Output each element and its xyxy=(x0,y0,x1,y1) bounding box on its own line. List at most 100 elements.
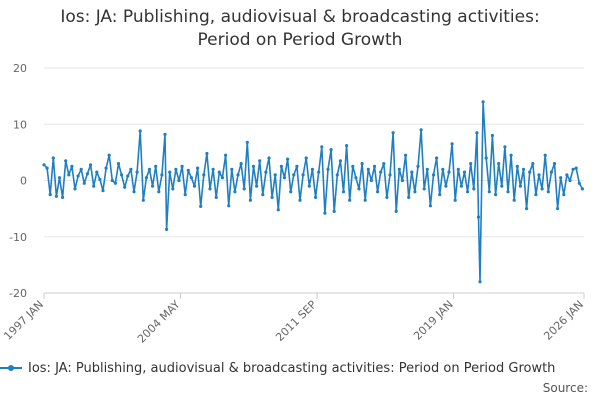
data-point xyxy=(425,167,429,171)
data-point xyxy=(286,157,290,161)
data-point xyxy=(48,193,52,197)
data-point xyxy=(354,176,358,180)
legend-label: Ios: JA: Publishing, audiovisual & broad… xyxy=(28,360,556,376)
chart-title-line-1: Ios: JA: Publishing, audiovisual & broad… xyxy=(60,7,540,27)
data-point xyxy=(540,187,544,191)
data-point xyxy=(503,145,507,149)
data-point xyxy=(248,198,252,202)
data-point xyxy=(400,178,404,183)
data-point xyxy=(42,163,46,167)
data-point xyxy=(301,173,305,177)
data-point xyxy=(568,178,572,183)
data-point xyxy=(171,187,175,191)
data-point xyxy=(217,170,221,174)
data-point xyxy=(537,173,541,177)
data-point xyxy=(323,211,327,215)
data-point xyxy=(391,131,395,135)
chart-title-line-2: Period on Period Growth xyxy=(197,30,403,50)
data-point xyxy=(357,187,361,191)
data-point xyxy=(189,176,193,180)
data-point xyxy=(438,193,442,197)
data-point xyxy=(298,198,302,202)
data-point xyxy=(220,176,224,180)
data-point xyxy=(76,174,80,178)
data-point xyxy=(154,164,158,168)
data-point xyxy=(556,207,560,211)
data-point xyxy=(518,184,523,188)
data-point xyxy=(388,173,392,177)
data-point xyxy=(295,164,299,168)
data-point xyxy=(73,187,77,191)
x-tick-label: 1997 JAN xyxy=(1,298,46,343)
data-point xyxy=(546,190,550,194)
data-point xyxy=(447,170,451,174)
data-point xyxy=(126,174,130,178)
data-point xyxy=(151,184,155,188)
data-point xyxy=(369,178,373,183)
data-point xyxy=(552,162,557,166)
data-point xyxy=(205,151,209,156)
data-point xyxy=(141,198,145,202)
data-point xyxy=(466,190,470,194)
data-point xyxy=(366,167,370,171)
data-point xyxy=(54,194,59,198)
data-point xyxy=(196,166,200,170)
data-point xyxy=(107,153,111,157)
data-point xyxy=(177,178,181,183)
data-point xyxy=(506,190,510,194)
data-point xyxy=(326,167,330,171)
data-point xyxy=(233,190,237,194)
data-point xyxy=(338,159,342,163)
data-point xyxy=(534,193,538,197)
data-point xyxy=(157,190,161,194)
data-point xyxy=(104,166,108,170)
data-point xyxy=(509,153,513,157)
data-point xyxy=(180,164,184,168)
data-point xyxy=(116,162,121,166)
data-point xyxy=(307,184,311,188)
data-point xyxy=(478,280,482,284)
data-point xyxy=(267,156,271,160)
data-point xyxy=(289,190,293,194)
x-tick-label: 2019 JAN xyxy=(411,298,456,343)
data-point xyxy=(360,162,364,166)
data-point xyxy=(407,195,411,199)
data-point xyxy=(341,190,346,194)
data-point xyxy=(416,164,420,168)
data-point xyxy=(135,170,139,174)
data-point xyxy=(476,215,481,219)
data-point xyxy=(129,167,133,171)
data-point xyxy=(138,129,142,133)
data-point xyxy=(230,167,234,171)
data-point xyxy=(310,167,314,171)
data-point xyxy=(255,184,259,188)
data-point xyxy=(245,140,249,144)
chart-legend[interactable]: Ios: JA: Publishing, audiovisual & broad… xyxy=(0,358,600,378)
y-tick-label: 10 xyxy=(13,118,27,131)
data-point xyxy=(165,227,169,231)
data-point xyxy=(113,181,117,185)
data-point xyxy=(258,159,262,163)
data-point xyxy=(92,184,96,188)
data-point xyxy=(574,166,578,170)
data-point xyxy=(227,204,231,208)
data-point xyxy=(317,170,321,174)
data-point xyxy=(379,170,383,174)
data-point xyxy=(144,176,148,180)
data-point xyxy=(351,164,355,168)
data-point xyxy=(242,187,246,191)
data-point xyxy=(435,156,439,160)
data-point xyxy=(580,187,585,191)
data-point xyxy=(363,198,367,202)
data-point xyxy=(385,195,389,199)
data-point xyxy=(441,167,445,171)
data-point xyxy=(214,195,218,199)
y-tick-label: 0 xyxy=(20,175,27,188)
data-point xyxy=(160,173,164,177)
data-point xyxy=(450,142,454,146)
data-point xyxy=(199,204,203,208)
data-point xyxy=(382,162,386,166)
series-line xyxy=(43,101,584,283)
data-point xyxy=(462,170,467,174)
data-point xyxy=(422,187,426,191)
